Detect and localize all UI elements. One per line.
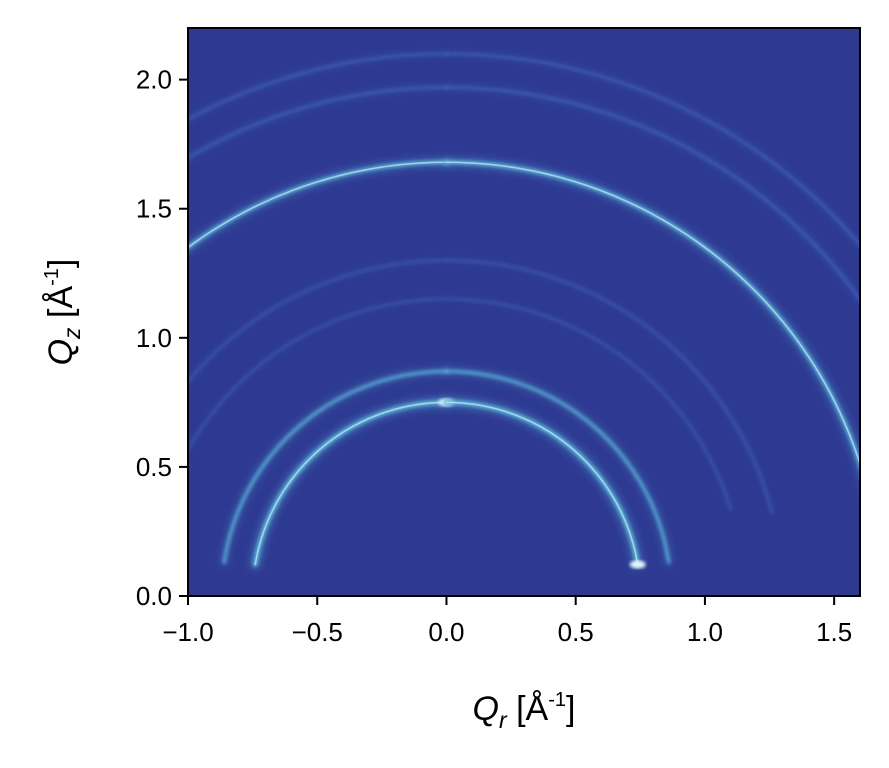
scattering-rings bbox=[188, 51, 860, 570]
ring-arc bbox=[444, 85, 860, 303]
heatmap-background bbox=[188, 28, 860, 596]
ring-q-1.97 bbox=[188, 84, 860, 305]
x-tick-label: 1.5 bbox=[816, 617, 852, 647]
ring-peak bbox=[445, 401, 639, 566]
ring-peak bbox=[188, 161, 448, 249]
ring-q-1.3 bbox=[188, 258, 775, 516]
ring-arc bbox=[188, 259, 448, 384]
x-tick-label: 1.0 bbox=[687, 617, 723, 647]
ring-q-2.1 bbox=[188, 51, 860, 250]
ring-arc bbox=[444, 369, 671, 564]
ring-arc bbox=[444, 52, 860, 248]
y-tick-label: 1.0 bbox=[136, 323, 172, 353]
ring-hotspot bbox=[629, 560, 646, 569]
x-tick-label: 0.5 bbox=[558, 617, 594, 647]
y-axis-exponent: -1 bbox=[41, 268, 63, 286]
y-axis-close: ] bbox=[42, 259, 80, 268]
ring-arc bbox=[222, 369, 449, 564]
ring-arc bbox=[445, 297, 732, 511]
y-axis: 0.0 0.5 1.0 1.5 2.0 bbox=[136, 65, 188, 611]
y-tick-label: 2.0 bbox=[136, 65, 172, 95]
x-axis-close: ] bbox=[566, 690, 575, 728]
ring-q-0.75 bbox=[250, 397, 646, 570]
y-axis-symbol: Q bbox=[42, 339, 80, 365]
ring-q-1.15 bbox=[188, 297, 733, 512]
x-tick-label: −0.5 bbox=[292, 617, 343, 647]
x-tick-label: 0.0 bbox=[428, 617, 464, 647]
ring-q-1.68 bbox=[188, 157, 860, 479]
ring-arc bbox=[188, 85, 449, 160]
x-axis: −1.0 −0.5 0.0 0.5 1.0 1.5 bbox=[162, 596, 852, 647]
ring-peak bbox=[445, 161, 860, 467]
x-axis-label: Qr [Å-1] bbox=[473, 689, 576, 733]
y-tick-label: 0.5 bbox=[136, 452, 172, 482]
x-axis-exponent: -1 bbox=[548, 689, 566, 711]
plot-frame bbox=[187, 27, 861, 597]
x-tick-label: −1.0 bbox=[162, 617, 213, 647]
ring-peak bbox=[254, 401, 448, 566]
x-axis-symbol: Q bbox=[473, 690, 499, 728]
y-tick-label: 1.5 bbox=[136, 194, 172, 224]
ring-q-0.87 bbox=[220, 367, 673, 566]
y-axis-label: Qz [Å-1] bbox=[41, 259, 85, 366]
ring-arc bbox=[188, 297, 448, 452]
x-axis-unit: [Å bbox=[507, 690, 549, 728]
ring-arc bbox=[445, 259, 774, 515]
x-axis-subscript: r bbox=[499, 707, 508, 733]
ring-arc bbox=[188, 52, 448, 121]
plot-area bbox=[187, 27, 861, 597]
y-axis-unit: [Å bbox=[42, 286, 80, 328]
y-tick-label: 0.0 bbox=[136, 581, 172, 611]
y-axis-subscript: z bbox=[59, 327, 85, 340]
